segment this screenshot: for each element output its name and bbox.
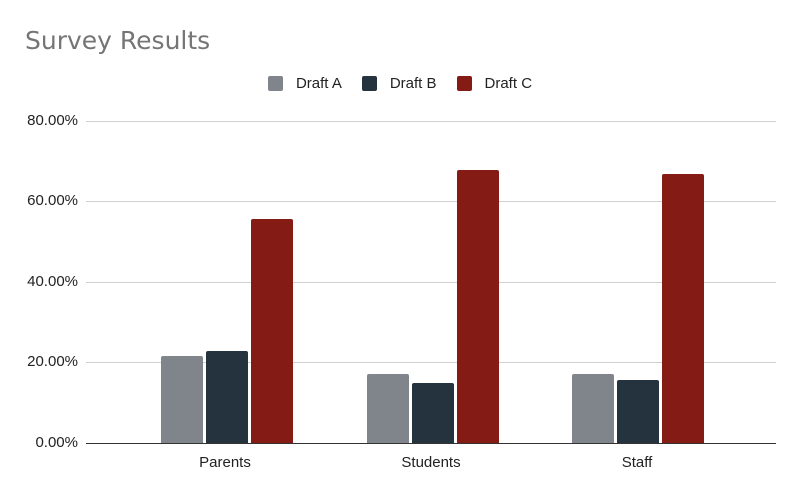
legend-item-draft-b[interactable]: Draft B — [361, 75, 437, 92]
bar-staff-draft-b[interactable] — [617, 380, 659, 443]
bar-students-draft-a[interactable] — [367, 373, 409, 443]
legend-label: Draft A — [295, 75, 342, 92]
chart-title: Survey Results — [25, 26, 211, 55]
x-tick-label: Staff — [621, 454, 653, 471]
y-tick-label: 20.00% — [27, 353, 78, 370]
y-tick-label: 80.00% — [27, 112, 78, 129]
x-axis-line — [86, 443, 776, 444]
gridline — [86, 201, 776, 202]
bar-students-draft-c[interactable] — [457, 170, 499, 443]
bar-parents-draft-b[interactable] — [206, 350, 248, 443]
gridline — [86, 362, 776, 363]
y-tick-label: 60.00% — [27, 192, 78, 209]
bar-parents-draft-a[interactable] — [161, 356, 203, 443]
bar-staff-draft-a[interactable] — [572, 373, 614, 443]
bar-parents-draft-c[interactable] — [251, 218, 293, 443]
legend: Draft A Draft B Draft C — [0, 75, 800, 92]
legend-label: Draft B — [389, 75, 437, 92]
x-tick-label: Students — [401, 454, 461, 471]
legend-label: Draft C — [484, 75, 533, 92]
x-tick-label: Parents — [199, 454, 251, 471]
gridline — [86, 282, 776, 283]
legend-swatch-draft-b — [361, 76, 377, 91]
legend-item-draft-c[interactable]: Draft C — [456, 75, 533, 92]
legend-item-draft-a[interactable]: Draft A — [267, 75, 342, 92]
legend-swatch-draft-a — [267, 76, 283, 91]
y-tick-label: 40.00% — [27, 273, 78, 290]
y-tick-label: 0.00% — [35, 434, 78, 451]
legend-swatch-draft-c — [456, 76, 472, 91]
gridline — [86, 121, 776, 122]
bar-students-draft-b[interactable] — [412, 382, 454, 443]
bar-staff-draft-c[interactable] — [662, 174, 704, 443]
